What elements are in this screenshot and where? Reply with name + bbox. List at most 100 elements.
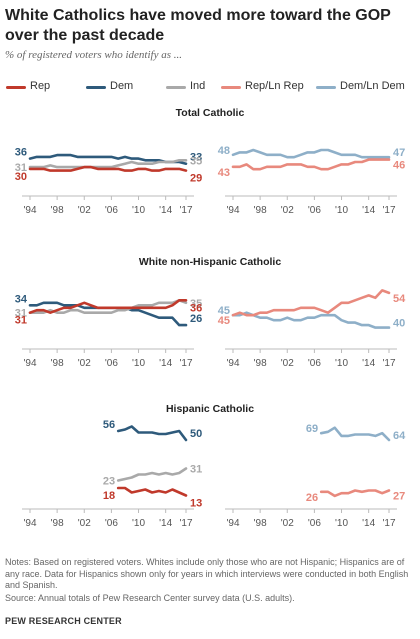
white-dem-rep-line-ind: [28, 298, 188, 315]
hispanic-lean-x-tick-label: '17: [382, 518, 395, 529]
white-lean-end-label-rep-ln-rep: 54: [393, 293, 406, 305]
hispanic-dem-rep-x-tick-label: '06: [105, 518, 118, 529]
white-dem-rep-x-tick-label: '14: [159, 358, 172, 369]
white-dem-rep-end-label-rep: 36: [190, 302, 202, 314]
total-dem-rep-end-label-dem: 33: [190, 152, 202, 164]
white-lean-x-tick-label: '94: [226, 358, 239, 369]
hispanic-dem-rep-x-tick-label: '10: [132, 518, 145, 529]
white-dem-rep-end-label-dem: 26: [190, 313, 202, 325]
total-lean-x-tick-label: '02: [281, 205, 294, 216]
legend-label-rep-lean: Rep/Ln Rep: [245, 80, 304, 92]
hispanic-dem-rep-end-label-dem: 50: [190, 428, 202, 440]
white-dem-rep-x-tick-label: '02: [78, 358, 91, 369]
hispanic-dem-rep-x-tick-label: '94: [23, 518, 36, 529]
total-lean-line-dem-ln-dem: [231, 148, 391, 159]
white-dem-rep-line-rep: [28, 298, 188, 315]
total-dem-rep-x-tick-label: '02: [78, 205, 91, 216]
legend-swatch-dem-lean: [316, 86, 336, 89]
hispanic-dem-rep-start-label-ind: 23: [103, 476, 115, 488]
total-lean-x-tick-label: '17: [382, 205, 395, 216]
hispanic-dem-rep-end-label-rep: 13: [190, 498, 202, 510]
notes: Notes: Based on registered voters. White…: [5, 557, 409, 590]
total-dem-rep-line-dem: [28, 153, 188, 165]
hispanic-lean-line-dem-ln-dem: [319, 426, 391, 442]
white-lean-x-tick-label: '02: [281, 358, 294, 369]
white-lean-start-label-rep-ln-rep: 45: [218, 315, 230, 327]
hispanic-dem-rep-x-tick-label: '02: [78, 518, 91, 529]
white-lean-line-dem-ln-dem: [231, 311, 391, 329]
legend-swatch-ind: [166, 86, 186, 89]
total-dem-rep-line-rep: [28, 165, 188, 172]
legend-swatch-rep: [6, 86, 26, 89]
total-dem-rep-x-tick-label: '94: [23, 205, 36, 216]
white-dem-rep-x-tick-label: '98: [51, 358, 64, 369]
legend: Rep Dem Ind Rep/Ln Rep Dem/Ln Dem: [6, 80, 416, 96]
hispanic-lean-end-label-rep-ln-rep: 27: [393, 490, 405, 502]
section-title-total: Total Catholic: [175, 107, 245, 119]
total-lean-x-tick-label: '98: [254, 205, 267, 216]
hispanic-dem-rep-line-ind: [116, 467, 188, 482]
white-lean-line-rep-ln-rep: [231, 289, 391, 317]
hispanic-lean-line-rep-ln-rep: [319, 489, 391, 498]
total-dem-rep-end-label-rep: 29: [190, 173, 202, 185]
hispanic-dem-rep-line-rep: [116, 486, 188, 497]
legend-swatch-dem: [86, 86, 106, 89]
total-lean-line-rep-ln-rep: [231, 158, 391, 171]
hispanic-lean-x-tick-label: '06: [308, 518, 321, 529]
hispanic-lean-start-label-dem-ln-dem: 69: [306, 423, 318, 435]
total-dem-rep-x-tick-label: '14: [159, 205, 172, 216]
white-lean-x-tick-label: '10: [335, 358, 348, 369]
total-lean-end-label-dem-ln-dem: 47: [393, 147, 405, 159]
hispanic-lean-end-label-dem-ln-dem: 64: [393, 430, 406, 442]
total-lean-x-tick-label: '14: [362, 205, 375, 216]
white-lean-x-tick-label: '14: [362, 358, 375, 369]
white-lean-x-tick-label: '17: [382, 358, 395, 369]
white-lean-end-label-dem-ln-dem: 40: [393, 318, 405, 330]
total-lean-start-label-rep-ln-rep: 43: [218, 167, 230, 179]
hispanic-dem-rep-line-dem: [116, 425, 188, 442]
total-lean-start-label-dem-ln-dem: 48: [218, 145, 230, 157]
white-lean-start-label-dem-ln-dem: 45: [218, 305, 230, 317]
total-dem-rep-start-label-rep: 30: [15, 171, 27, 183]
hispanic-lean-start-label-rep-ln-rep: 26: [306, 492, 318, 504]
hispanic-lean-x-tick-label: '14: [362, 518, 375, 529]
source: Source: Annual totals of Pew Research Ce…: [5, 593, 295, 603]
hispanic-dem-rep-x-tick-label: '98: [51, 518, 64, 529]
hispanic-lean-x-tick-label: '10: [335, 518, 348, 529]
hispanic-lean-x-tick-label: '94: [226, 518, 239, 529]
total-dem-rep-line-ind: [28, 159, 188, 169]
hispanic-dem-rep-x-tick-label: '14: [159, 518, 172, 529]
total-dem-rep-x-tick-label: '98: [51, 205, 64, 216]
legend-label-rep: Rep: [30, 80, 51, 92]
white-dem-rep-start-label-rep: 31: [15, 315, 27, 327]
total-dem-rep-start-label-ind: 31: [15, 162, 27, 174]
hispanic-dem-rep-start-label-dem: 56: [103, 419, 115, 431]
hispanic-dem-rep-start-label-rep: 18: [103, 490, 115, 502]
total-lean-x-tick-label: '94: [226, 205, 239, 216]
white-dem-rep-x-tick-label: '17: [179, 358, 192, 369]
white-dem-rep-start-label-dem: 34: [15, 293, 28, 305]
legend-swatch-rep-lean: [221, 86, 241, 89]
legend-label-ind: Ind: [190, 80, 206, 92]
total-dem-rep-x-tick-label: '17: [179, 205, 192, 216]
white-dem-rep-end-label-ind: 35: [190, 298, 202, 310]
hispanic-lean-x-tick-label: '02: [281, 518, 294, 529]
chart-subtitle: % of registered voters who identify as .…: [5, 49, 182, 61]
hispanic-lean-x-tick-label: '98: [254, 518, 267, 529]
section-title-hispanic: Hispanic Catholic: [165, 403, 255, 415]
legend-label-dem-lean: Dem/Ln Dem: [340, 80, 405, 92]
white-lean-x-tick-label: '98: [254, 358, 267, 369]
brand-name: PEW RESEARCH CENTER: [5, 616, 122, 626]
white-dem-rep-x-tick-label: '10: [132, 358, 145, 369]
white-dem-rep-start-label-ind: 31: [15, 308, 27, 320]
section-title-white: White non-Hispanic Catholic: [138, 256, 282, 268]
white-dem-rep-x-tick-label: '06: [105, 358, 118, 369]
hispanic-dem-rep-x-tick-label: '17: [179, 518, 192, 529]
legend-label-dem: Dem: [110, 80, 134, 92]
total-lean-x-tick-label: '10: [335, 205, 348, 216]
total-dem-rep-x-tick-label: '10: [132, 205, 145, 216]
total-dem-rep-end-label-ind: 35: [190, 155, 202, 167]
total-dem-rep-x-tick-label: '06: [105, 205, 118, 216]
white-lean-x-tick-label: '06: [308, 358, 321, 369]
